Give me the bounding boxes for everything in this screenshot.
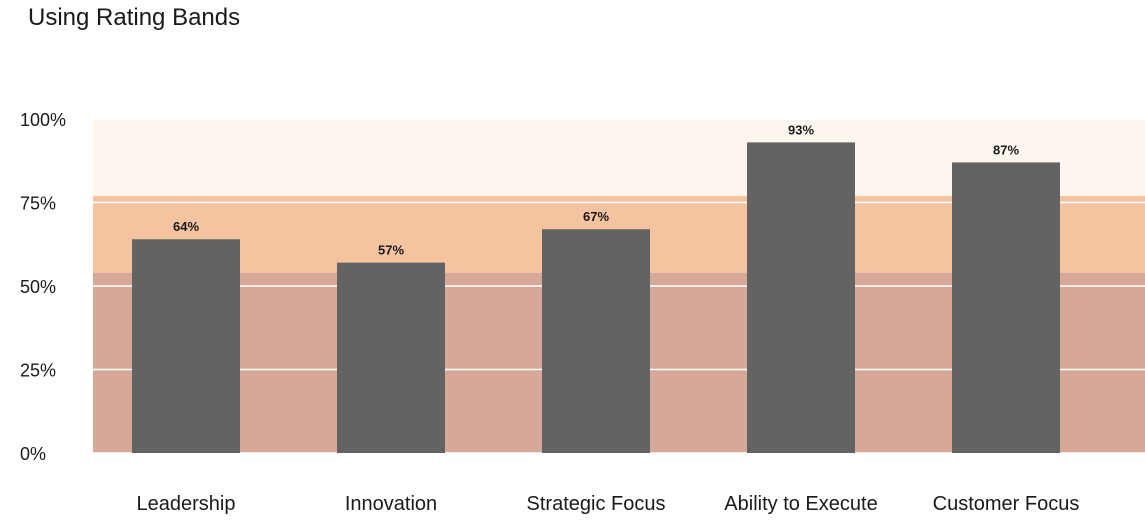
y-tick-label: 75% [20, 194, 56, 214]
y-tick-label: 25% [20, 361, 56, 381]
data-label: 93% [788, 122, 814, 137]
x-tick-label: Leadership [137, 493, 236, 515]
y-axis: 0% 25% 50% 75% 100% [20, 110, 66, 464]
bar-leadership [132, 239, 240, 453]
x-axis: Leadership Innovation Strategic Focus Abili… [137, 493, 1080, 515]
data-label: 64% [173, 219, 199, 234]
bar-customer-focus [952, 162, 1060, 454]
bars [132, 142, 1060, 454]
y-tick-label: 100% [20, 110, 66, 130]
data-label: 57% [378, 243, 404, 258]
x-tick-label: Ability to Execute [724, 493, 877, 515]
y-tick-label: 0% [20, 444, 46, 464]
bar-innovation [337, 262, 445, 453]
bar-strategic-focus [542, 229, 650, 453]
data-labels: 64% 57% 67% 93% 87% [173, 122, 1019, 257]
data-label: 67% [583, 209, 609, 224]
chart-title: Using Rating Bands [28, 4, 241, 31]
y-tick-label: 50% [20, 277, 56, 297]
x-tick-label: Strategic Focus [527, 493, 666, 515]
x-tick-label: Customer Focus [933, 493, 1080, 515]
data-label: 87% [993, 142, 1019, 157]
x-tick-label: Innovation [345, 493, 437, 515]
bar-ability-to-execute [747, 142, 855, 453]
